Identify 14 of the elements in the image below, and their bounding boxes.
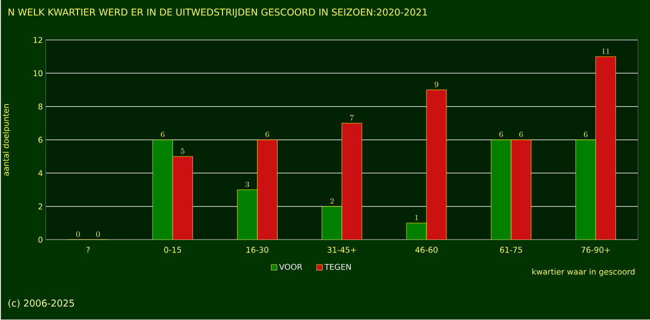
bar [576,140,596,240]
bar [172,156,193,240]
bar [510,140,532,240]
text: (c) 2006-2025 [8,300,74,308]
bar [342,123,362,240]
bar [152,140,173,240]
bar [237,190,258,240]
bar [426,90,447,240]
bar [490,140,512,240]
bar [406,223,427,240]
bar [596,56,616,240]
bar [257,140,278,240]
bar [322,206,342,240]
chart-title: N WELK KWARTIER WERD ER IN DE UITWEDSTRIJDEN GESCOORD IN SEIZOEN:2020-2021 [8,8,427,18]
